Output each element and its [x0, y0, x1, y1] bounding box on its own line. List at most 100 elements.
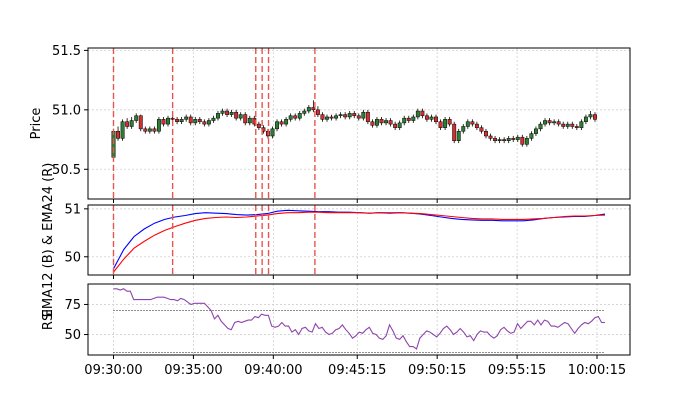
- candle-body-9: [152, 128, 157, 132]
- candle-body-15: [179, 119, 184, 122]
- price-ytick-label-1: 51.0: [52, 103, 81, 118]
- rsi-series-line: [113, 288, 605, 350]
- candle-body-39: [288, 115, 293, 120]
- candle-body-30: [247, 117, 252, 124]
- candle-body-13: [170, 117, 175, 120]
- candle-body-85: [497, 139, 502, 141]
- candle-body-99: [561, 123, 566, 127]
- candle-body-63: [397, 122, 402, 128]
- ema-ytick-label-0: 50: [64, 250, 81, 265]
- candle-body-17: [188, 116, 193, 124]
- candle-body-77: [461, 126, 466, 132]
- candle-body-88: [511, 138, 516, 140]
- price-ytick-label-2: 51.5: [52, 44, 81, 59]
- candle-body-22: [211, 117, 216, 121]
- x-tick-label-3: 09:45:15: [328, 363, 386, 378]
- candle-body-1: [116, 130, 120, 139]
- candle-body-64: [402, 117, 407, 124]
- candle-body-43: [306, 107, 311, 112]
- candle-body-6: [138, 115, 143, 130]
- rsi-ytick-label-0: 50: [64, 328, 81, 343]
- candle-body-68: [420, 110, 425, 117]
- x-tick-label-1: 09:35:00: [164, 363, 222, 378]
- candle-body-42: [302, 110, 307, 114]
- candle-body-46: [320, 114, 325, 120]
- x-tick-label-2: 09:40:00: [244, 363, 302, 378]
- candle-body-2: [120, 121, 125, 139]
- candle-body-16: [184, 116, 189, 120]
- candle-body-27: [234, 111, 239, 119]
- candle-body-14: [175, 119, 180, 122]
- candle-body-32: [256, 123, 261, 128]
- panel-1-background: [88, 48, 630, 199]
- candle-body-59: [379, 119, 384, 124]
- candle-body-29: [243, 114, 248, 124]
- candle-body-62: [393, 123, 398, 128]
- candle-body-82: [484, 130, 488, 137]
- panel-3-frame: [87, 283, 631, 356]
- candle-body-95: [543, 120, 547, 125]
- candle-body-72: [438, 121, 443, 128]
- candle-body-49: [334, 115, 339, 119]
- candle-body-100: [565, 123, 570, 127]
- candle-body-91: [524, 138, 529, 145]
- candle-body-104: [583, 116, 588, 122]
- candle-body-76: [456, 130, 461, 141]
- panel-3-background: [88, 284, 630, 355]
- candle-body-84: [493, 138, 498, 141]
- candle-body-106: [593, 114, 597, 120]
- candle-body-80: [474, 123, 479, 128]
- candle-body-44: [311, 107, 316, 111]
- candle-body-53: [352, 113, 357, 117]
- candle-body-10: [156, 119, 161, 132]
- candle-body-70: [429, 116, 434, 120]
- panel-1-frame: [87, 47, 631, 200]
- candle-body-24: [220, 110, 225, 114]
- candle-body-74: [447, 119, 452, 125]
- candle-body-5: [134, 115, 139, 121]
- candle-body-0: [111, 130, 116, 158]
- ema-axis-label: EMA12 (B) & EMA24 (R): [41, 163, 56, 318]
- candle-body-103: [579, 121, 584, 128]
- candle-body-93: [533, 128, 538, 134]
- rsi-axis-label: RSI: [41, 309, 56, 330]
- candle-body-73: [443, 119, 448, 128]
- candle-body-26: [229, 111, 234, 115]
- candle-body-37: [279, 121, 284, 125]
- candle-body-38: [284, 119, 289, 125]
- candle-body-11: [161, 119, 166, 125]
- candle-body-105: [588, 114, 593, 118]
- candle-body-56: [365, 111, 370, 122]
- candle-body-35: [270, 128, 275, 137]
- candle-body-94: [538, 123, 543, 130]
- candle-body-8: [147, 128, 152, 132]
- candle-body-52: [347, 113, 352, 118]
- candle-body-78: [465, 121, 470, 127]
- candle-body-75: [452, 123, 457, 141]
- candle-body-12: [166, 117, 170, 125]
- price-axis-label: Price: [29, 108, 44, 140]
- candle-body-61: [388, 120, 393, 125]
- panel-2-frame: [87, 204, 631, 276]
- candle-body-40: [293, 115, 298, 119]
- candle-body-89: [515, 136, 520, 140]
- candle-body-41: [297, 113, 302, 119]
- candle-body-48: [329, 116, 334, 119]
- candle-body-87: [506, 138, 511, 141]
- candle-body-66: [411, 116, 416, 121]
- candle-body-101: [570, 123, 575, 127]
- rsi-ytick-label-1: 75: [64, 298, 81, 313]
- candle-body-25: [225, 110, 230, 115]
- price-ytick-label-0: 50.5: [52, 163, 81, 178]
- candle-body-79: [470, 121, 475, 125]
- candle-body-81: [479, 127, 484, 132]
- candle-body-18: [193, 119, 198, 124]
- candle-body-58: [375, 119, 379, 126]
- candle-body-19: [197, 119, 202, 122]
- ema-series-line-1: [113, 211, 606, 273]
- candle-body-92: [529, 133, 534, 139]
- candle-body-50: [338, 114, 343, 117]
- ema-ytick-label-1: 51: [64, 202, 81, 217]
- candle-body-20: [202, 121, 207, 125]
